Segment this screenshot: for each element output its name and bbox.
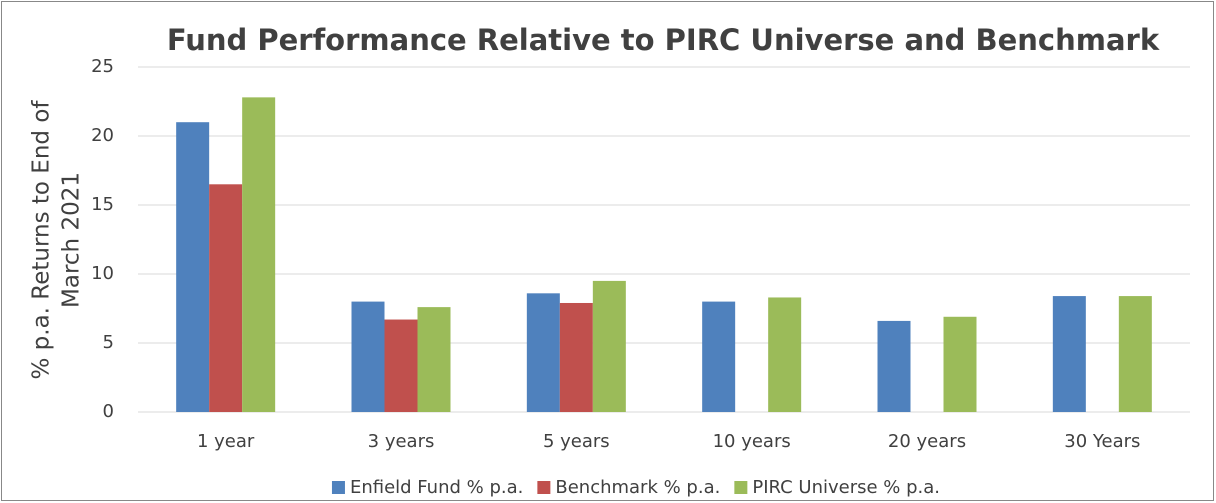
legend-swatch <box>537 481 551 494</box>
bar <box>559 302 593 412</box>
legend-label: Enfield Fund % p.a. <box>350 477 523 498</box>
bar <box>176 122 210 412</box>
y-tick-label: 25 <box>91 56 114 77</box>
bar <box>417 307 451 412</box>
bar <box>209 184 243 412</box>
y-tick-label: 0 <box>103 401 114 422</box>
x-tick-label: 30 Years <box>1064 431 1140 452</box>
bar <box>526 293 560 412</box>
x-tick-label: 3 years <box>368 431 435 452</box>
legend-swatch <box>734 481 748 494</box>
bar <box>768 297 802 412</box>
y-axis-label-line: March 2021 <box>59 172 85 308</box>
legend-label: PIRC Universe % p.a. <box>752 477 940 498</box>
y-tick-label: 20 <box>91 125 114 146</box>
y-axis-label: % p.a. Returns to End of March 2021 <box>29 100 85 380</box>
bar <box>702 301 736 412</box>
legend-swatch <box>331 481 345 494</box>
y-tick-label: 5 <box>103 332 114 353</box>
y-tick-label: 10 <box>91 263 114 284</box>
y-axis-label-line: % p.a. Returns to End of <box>29 100 55 380</box>
bar <box>384 319 418 412</box>
bar <box>1052 296 1086 412</box>
bar <box>592 280 626 412</box>
chart-title: Fund Performance Relative to PIRC Univer… <box>167 23 1160 57</box>
y-tick-label: 15 <box>91 194 114 215</box>
bar <box>877 320 911 412</box>
x-tick-label: 5 years <box>543 431 610 452</box>
legend-label: Benchmark % p.a. <box>555 477 720 498</box>
x-tick-label: 10 years <box>713 431 791 452</box>
bar <box>1118 296 1152 412</box>
bar <box>351 301 385 412</box>
bar <box>943 316 977 412</box>
x-tick-label: 1 year <box>197 431 255 452</box>
x-tick-label: 20 years <box>888 431 966 452</box>
bar <box>242 97 276 413</box>
